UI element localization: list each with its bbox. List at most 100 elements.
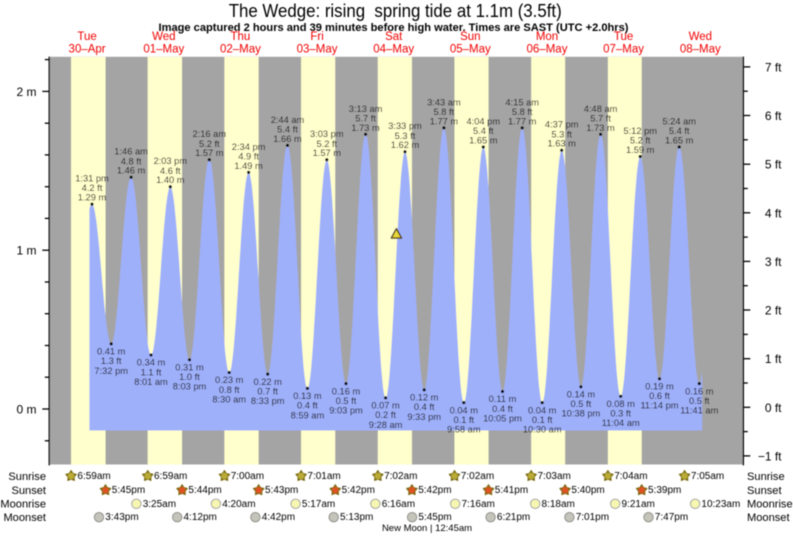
svg-text:7:01pm: 7:01pm bbox=[576, 512, 609, 523]
svg-text:05–May: 05–May bbox=[450, 43, 491, 55]
svg-text:9:33 pm: 9:33 pm bbox=[407, 412, 441, 422]
svg-text:1:46 am: 1:46 am bbox=[114, 147, 148, 157]
svg-text:7:04am: 7:04am bbox=[614, 471, 647, 482]
svg-text:6:21pm: 6:21pm bbox=[497, 512, 530, 523]
svg-text:New Moon | 12:45am: New Moon | 12:45am bbox=[382, 523, 472, 534]
svg-text:0.23 m: 0.23 m bbox=[215, 375, 244, 385]
svg-text:5.7 ft: 5.7 ft bbox=[355, 113, 376, 123]
svg-text:1 m: 1 m bbox=[16, 244, 36, 258]
svg-text:0.12 m: 0.12 m bbox=[410, 393, 439, 403]
svg-text:0.4 ft: 0.4 ft bbox=[492, 404, 513, 414]
svg-text:4:42pm: 4:42pm bbox=[262, 512, 295, 523]
svg-text:5.4 ft: 5.4 ft bbox=[277, 125, 298, 135]
svg-text:7:47pm: 7:47pm bbox=[655, 512, 688, 523]
svg-text:8:01 am: 8:01 am bbox=[134, 377, 168, 387]
svg-text:Wed: Wed bbox=[689, 31, 712, 43]
svg-text:Moonset: Moonset bbox=[3, 512, 46, 524]
svg-text:5:42pm: 5:42pm bbox=[418, 485, 451, 496]
svg-text:Tue: Tue bbox=[77, 31, 96, 43]
svg-text:8:30 am: 8:30 am bbox=[212, 394, 246, 404]
svg-text:11:14 pm: 11:14 pm bbox=[640, 401, 678, 411]
svg-text:5:43pm: 5:43pm bbox=[265, 485, 298, 496]
svg-text:7:32 pm: 7:32 pm bbox=[94, 366, 128, 376]
svg-text:5:44pm: 5:44pm bbox=[188, 485, 221, 496]
svg-text:Sun: Sun bbox=[460, 31, 480, 43]
svg-text:8:33 pm: 8:33 pm bbox=[251, 396, 285, 406]
svg-text:0.22 m: 0.22 m bbox=[253, 377, 282, 387]
svg-text:5.8 ft: 5.8 ft bbox=[512, 107, 533, 117]
svg-text:Sunset: Sunset bbox=[11, 485, 46, 497]
svg-text:Sunrise: Sunrise bbox=[8, 471, 46, 483]
svg-text:10:30 am: 10:30 am bbox=[523, 425, 562, 435]
svg-text:1.3 ft: 1.3 ft bbox=[101, 356, 122, 366]
svg-text:2:16 am: 2:16 am bbox=[193, 129, 227, 139]
svg-text:4.6 ft: 4.6 ft bbox=[160, 166, 181, 176]
svg-text:4:20am: 4:20am bbox=[222, 499, 255, 510]
svg-text:1.49 m: 1.49 m bbox=[234, 161, 263, 171]
svg-text:2:03 pm: 2:03 pm bbox=[154, 156, 188, 166]
svg-text:2:44 am: 2:44 am bbox=[271, 115, 305, 125]
svg-text:7:02am: 7:02am bbox=[461, 471, 494, 482]
svg-text:0.11 m: 0.11 m bbox=[489, 394, 517, 404]
svg-text:6:16am: 6:16am bbox=[382, 499, 415, 510]
svg-text:0.04 m: 0.04 m bbox=[450, 405, 479, 415]
svg-text:0.6 ft: 0.6 ft bbox=[649, 391, 670, 401]
svg-text:0.5 ft: 0.5 ft bbox=[336, 396, 357, 406]
svg-text:0.08 m: 0.08 m bbox=[606, 399, 635, 409]
svg-text:7:00am: 7:00am bbox=[231, 471, 264, 482]
svg-text:0.31 m: 0.31 m bbox=[175, 363, 204, 373]
svg-text:Thu: Thu bbox=[230, 31, 250, 43]
svg-text:3:43 am: 3:43 am bbox=[427, 97, 461, 107]
svg-text:4 ft: 4 ft bbox=[765, 206, 782, 220]
svg-text:1.65 m: 1.65 m bbox=[469, 136, 498, 146]
svg-text:4:15 am: 4:15 am bbox=[505, 97, 539, 107]
svg-text:7:01am: 7:01am bbox=[307, 471, 340, 482]
svg-text:1.77 m: 1.77 m bbox=[508, 116, 537, 126]
svg-text:5.2 ft: 5.2 ft bbox=[316, 139, 337, 149]
svg-text:03–May: 03–May bbox=[297, 43, 338, 55]
svg-text:2 m: 2 m bbox=[16, 85, 36, 99]
svg-text:07–May: 07–May bbox=[603, 43, 644, 55]
svg-text:10:05 pm: 10:05 pm bbox=[483, 413, 522, 423]
svg-text:4.2 ft: 4.2 ft bbox=[82, 183, 103, 193]
svg-text:0.41 m: 0.41 m bbox=[97, 347, 126, 357]
svg-text:0.16 m: 0.16 m bbox=[332, 386, 361, 396]
svg-text:0.5 ft: 0.5 ft bbox=[689, 396, 710, 406]
svg-text:7:02am: 7:02am bbox=[384, 471, 417, 482]
svg-text:5:40pm: 5:40pm bbox=[571, 485, 604, 496]
svg-text:0.07 m: 0.07 m bbox=[371, 401, 400, 411]
svg-text:1.66 m: 1.66 m bbox=[273, 134, 302, 144]
svg-text:1.57 m: 1.57 m bbox=[313, 148, 342, 158]
svg-text:4:04 pm: 4:04 pm bbox=[467, 117, 501, 127]
svg-text:1.1 ft: 1.1 ft bbox=[141, 367, 162, 377]
svg-text:5:45pm: 5:45pm bbox=[418, 512, 451, 523]
svg-text:5:41pm: 5:41pm bbox=[495, 485, 528, 496]
svg-text:7:05am: 7:05am bbox=[691, 471, 724, 482]
svg-text:5:45pm: 5:45pm bbox=[112, 485, 145, 496]
svg-text:4.9 ft: 4.9 ft bbox=[238, 152, 259, 162]
svg-text:11:41 am: 11:41 am bbox=[680, 406, 718, 416]
svg-text:2 ft: 2 ft bbox=[765, 304, 782, 318]
svg-text:5.4 ft: 5.4 ft bbox=[473, 126, 494, 136]
svg-text:4:48 am: 4:48 am bbox=[584, 104, 618, 114]
svg-text:1.40 m: 1.40 m bbox=[156, 175, 185, 185]
svg-text:0.14 m: 0.14 m bbox=[567, 390, 596, 400]
svg-text:5.3 ft: 5.3 ft bbox=[395, 131, 416, 141]
svg-text:0.16 m: 0.16 m bbox=[685, 386, 714, 396]
svg-text:Wed: Wed bbox=[152, 31, 175, 43]
svg-text:5:39pm: 5:39pm bbox=[648, 485, 681, 496]
svg-text:6 ft: 6 ft bbox=[765, 109, 782, 123]
svg-text:1.29 m: 1.29 m bbox=[78, 193, 107, 203]
svg-text:0.4 ft: 0.4 ft bbox=[414, 402, 435, 412]
svg-text:7 ft: 7 ft bbox=[765, 60, 782, 74]
svg-text:2:34 pm: 2:34 pm bbox=[232, 142, 266, 152]
svg-text:Sunset: Sunset bbox=[747, 485, 782, 497]
svg-text:06–May: 06–May bbox=[527, 43, 568, 55]
svg-text:5:24 am: 5:24 am bbox=[662, 117, 696, 127]
svg-text:0.7 ft: 0.7 ft bbox=[257, 386, 278, 396]
svg-text:0.3 ft: 0.3 ft bbox=[610, 409, 631, 419]
svg-text:11:04 am: 11:04 am bbox=[602, 418, 640, 428]
svg-text:7:16am: 7:16am bbox=[462, 499, 495, 510]
svg-text:1.62 m: 1.62 m bbox=[391, 140, 420, 150]
svg-text:0.1 ft: 0.1 ft bbox=[532, 415, 553, 425]
